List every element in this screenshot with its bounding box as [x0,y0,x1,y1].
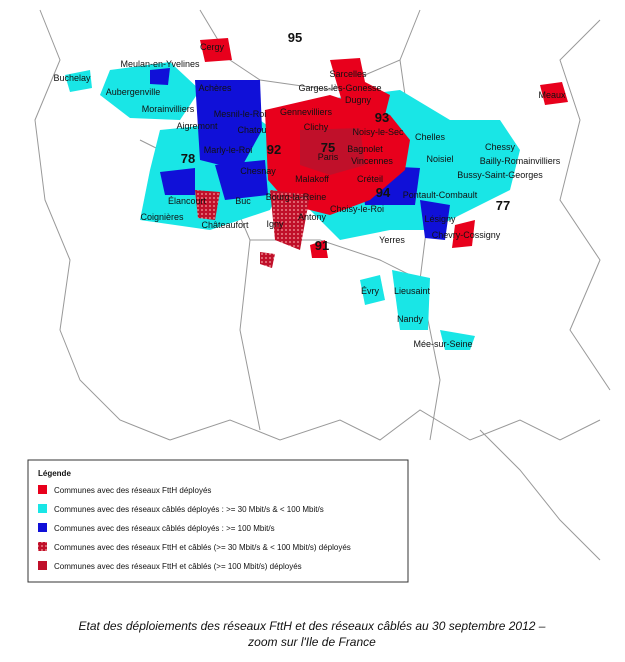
place-label: Antony [298,212,327,222]
place-label: Évry [361,286,380,296]
place-label: Bailly-Romainvilliers [480,156,561,166]
legend-box [27,459,409,583]
legend-title: Légende [38,469,71,478]
place-label: Meulan-en-Yvelines [120,59,200,69]
place-label: Aubergenville [106,87,161,97]
place-label: Cergy [200,42,225,52]
place-label: Mée-sur-Seine [413,339,472,349]
caption-line: Etat des déploiements des réseaux FttH e… [79,619,546,633]
legend-label: Communes avec des réseaux FttH déployés [54,486,211,495]
place-label: Noisy-le-Sec [352,127,404,137]
place-label: Chevry-Cossigny [432,230,501,240]
place-label: Élancourt [168,196,207,206]
place-label: Morainvilliers [142,104,195,114]
place-label: Nandy [397,314,424,324]
department-label: 95 [288,30,302,45]
place-label: Dugny [345,95,372,105]
legend-swatch [38,504,47,513]
place-label: Paris [318,152,339,162]
place-label: Bussy-Saint-Georges [457,170,543,180]
legend-swatch [38,523,47,532]
place-label: Gennevilliers [280,107,333,117]
place-label: Choisy-le-Roi [330,204,384,214]
place-label: Bourg-la-Reine [266,192,327,202]
place-label: Garges-lès-Gonesse [298,83,381,93]
place-label: Marly-le-Roi [204,145,253,155]
place-label: Chatou [237,125,266,135]
department-label: 94 [376,185,391,200]
place-label: Chesnay [240,166,276,176]
place-label: Sarcelles [329,69,367,79]
department-label: 93 [375,110,389,125]
department-label: 91 [315,238,329,253]
legend-label: Communes avec des réseaux FttH et câblés… [54,543,351,552]
place-label: Mesnil-le-Roi [214,109,267,119]
legend-label: Communes avec des réseaux câblés déployé… [54,505,324,514]
place-label: Buchelay [53,73,91,83]
place-label: Coignières [140,212,184,222]
legend-label: Communes avec des réseaux câblés déployé… [54,524,275,533]
legend-swatch [38,542,47,551]
place-label: Buc [235,196,251,206]
place-label: Lésigny [424,214,456,224]
department-label: 77 [496,198,510,213]
place-label: Lieusaint [394,286,431,296]
department-label: 75 [321,140,335,155]
place-label: Noisiel [426,154,453,164]
department-label: 78 [181,151,195,166]
department-label: 92 [267,142,281,157]
place-label: Aigremont [176,121,218,131]
place-label: Chessy [485,142,516,152]
place-label: Chelles [415,132,446,142]
place-label: Pontault-Combault [403,190,478,200]
place-label: Malakoff [295,174,329,184]
place-label: Igny [266,219,284,229]
legend-swatch [38,485,47,494]
legend-swatch [38,561,47,570]
place-label: Bagnolet [347,144,383,154]
legend-label: Communes avec des réseaux FttH et câblés… [54,562,302,571]
place-label: Meaux [538,90,566,100]
place-label: Châteaufort [201,220,249,230]
communes [65,38,568,350]
place-label: Vincennes [351,156,393,166]
place-label: Yerres [379,235,405,245]
place-label: Achères [198,83,232,93]
caption-line: zoom sur l'Ile de France [247,635,376,649]
place-label: Clichy [304,122,329,132]
place-label: Créteil [357,174,383,184]
